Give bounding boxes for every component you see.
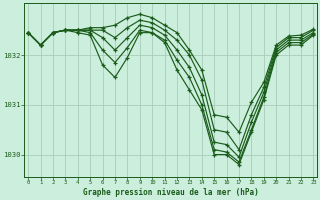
X-axis label: Graphe pression niveau de la mer (hPa): Graphe pression niveau de la mer (hPa) <box>83 188 259 197</box>
